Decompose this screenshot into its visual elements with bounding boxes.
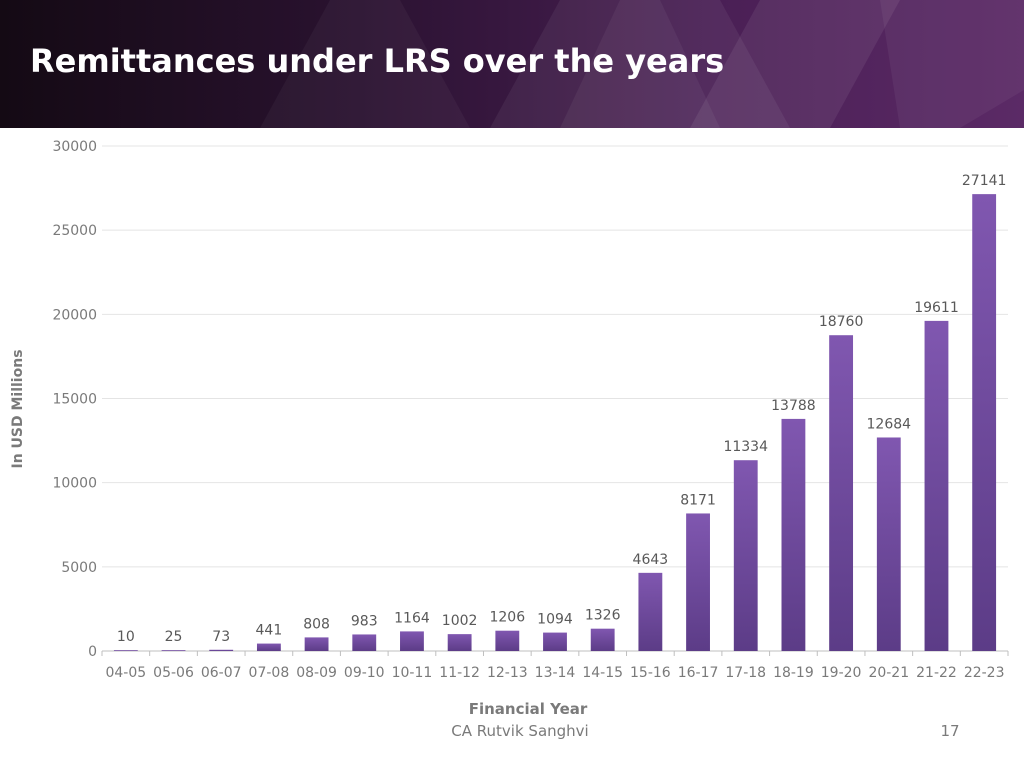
bar: [256, 643, 281, 651]
bar: [638, 572, 663, 651]
data-label: 1326: [585, 608, 621, 624]
data-label: 441: [256, 623, 283, 639]
data-label: 12684: [867, 416, 912, 432]
x-tick-label: 06-07: [201, 665, 242, 681]
bar: [972, 194, 997, 651]
data-label: 1206: [489, 610, 525, 626]
y-axis-title: In USD Millions: [10, 349, 26, 468]
x-tick-label: 20-21: [868, 665, 909, 681]
y-tick-label: 25000: [52, 223, 97, 239]
data-labels: 10 25 73 441 808 983 1164 1002 1206 1094 1326 4643 8…: [117, 173, 1007, 645]
bar: [209, 649, 234, 651]
x-axis-title: Financial Year: [469, 700, 588, 718]
bar: [304, 637, 329, 651]
data-label: 4643: [633, 552, 669, 568]
bar: [352, 634, 377, 651]
y-tick-label: 15000: [52, 392, 97, 408]
data-label: 1094: [537, 612, 573, 628]
x-tick-label: 08-09: [296, 665, 337, 681]
x-tick-label: 15-16: [630, 665, 671, 681]
bar: [686, 513, 710, 651]
x-tick-label: 18-19: [773, 665, 814, 681]
x-tick-label: 07-08: [249, 665, 290, 681]
bar: [924, 320, 949, 651]
data-label: 13788: [771, 398, 816, 414]
data-label: 10: [117, 629, 135, 645]
data-label: 25: [165, 629, 183, 645]
bar: [876, 437, 901, 651]
bar: [590, 628, 615, 651]
data-label: 1002: [442, 613, 478, 629]
slide-header: Remittances under LRS over the years: [0, 0, 1024, 128]
bar: [543, 632, 567, 651]
x-tick-label: 22-23: [964, 665, 1005, 681]
data-label: 18760: [819, 314, 864, 330]
bars: [113, 194, 997, 651]
bar: [400, 631, 424, 651]
x-tick-label: 11-12: [439, 665, 480, 681]
data-label: 27141: [962, 173, 1007, 189]
data-label: 11334: [723, 439, 768, 455]
x-axis-ticks: 04-05 05-06 06-07 07-08 08-09 09-10 10-11 11-12…: [101, 651, 1009, 681]
data-label: 983: [351, 613, 378, 629]
header-decoration: [260, 0, 1024, 128]
page-number: 17: [940, 722, 960, 740]
data-label: 19611: [914, 300, 959, 316]
x-tick-label: 21-22: [916, 665, 957, 681]
y-tick-label: 20000: [52, 307, 97, 323]
y-tick-label: 0: [88, 644, 97, 660]
x-tick-label: 16-17: [678, 665, 719, 681]
y-tick-label: 30000: [52, 139, 97, 155]
bar: [113, 650, 138, 651]
bar: [829, 335, 854, 651]
bar-chart: 0 5000 10000 15000 20000 25000 30000 10 25 73 441…: [10, 139, 1009, 718]
x-tick-label: 05-06: [153, 665, 194, 681]
x-tick-label: 17-18: [725, 665, 766, 681]
y-axis-ticks: 0 5000 10000 15000 20000 25000 30000: [52, 139, 97, 660]
bar: [447, 634, 472, 651]
y-tick-label: 5000: [61, 560, 97, 576]
x-tick-label: 13-14: [535, 665, 576, 681]
data-label: 8171: [680, 492, 716, 508]
data-label: 73: [212, 629, 230, 645]
bar: [781, 418, 806, 651]
page-title: Remittances under LRS over the years: [30, 42, 725, 80]
bar: [495, 630, 520, 651]
footer-author: CA Rutvik Sanghvi: [451, 722, 589, 740]
data-label: 808: [303, 616, 330, 632]
x-tick-label: 10-11: [392, 665, 433, 681]
bar: [733, 460, 758, 651]
grid-lines: [102, 145, 1008, 652]
x-tick-label: 09-10: [344, 665, 385, 681]
x-tick-label: 04-05: [105, 665, 146, 681]
data-label: 1164: [394, 610, 430, 626]
x-tick-label: 19-20: [821, 665, 862, 681]
bar: [161, 650, 186, 651]
y-tick-label: 10000: [52, 476, 97, 492]
x-tick-label: 14-15: [582, 665, 623, 681]
x-tick-label: 12-13: [487, 665, 528, 681]
